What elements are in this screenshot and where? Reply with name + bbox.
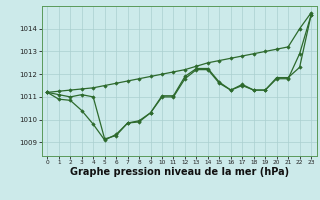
X-axis label: Graphe pression niveau de la mer (hPa): Graphe pression niveau de la mer (hPa) <box>70 167 289 177</box>
